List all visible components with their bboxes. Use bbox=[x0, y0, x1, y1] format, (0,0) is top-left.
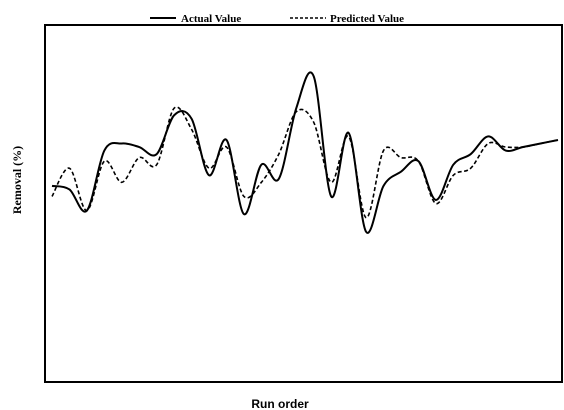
plot-frame bbox=[44, 24, 563, 383]
series-line-actual bbox=[51, 71, 559, 234]
legend: Actual Value Predicted Value bbox=[150, 13, 404, 25]
legend-label-predicted: Predicted Value bbox=[330, 13, 404, 25]
series-layer bbox=[51, 71, 559, 234]
y-axis-label: Removal (%) bbox=[10, 146, 24, 214]
series-line-predicted bbox=[51, 106, 559, 219]
x-axis-label: Run order bbox=[251, 397, 309, 410]
legend-label-actual: Actual Value bbox=[181, 13, 241, 25]
